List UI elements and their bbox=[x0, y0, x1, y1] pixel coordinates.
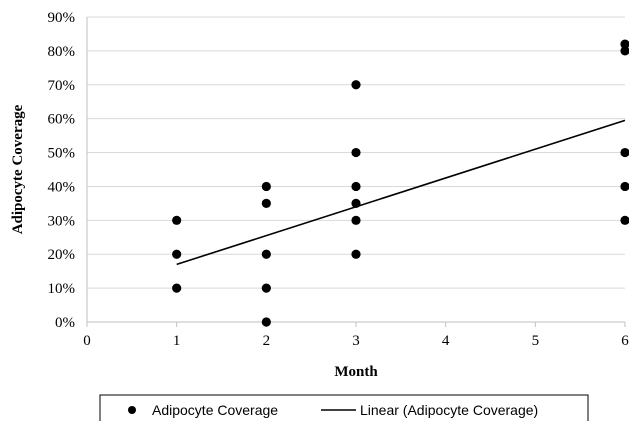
x-tick-label: 2 bbox=[263, 333, 271, 349]
data-point bbox=[172, 249, 182, 259]
y-tick-label: 30% bbox=[48, 213, 76, 229]
y-tick-label: 60% bbox=[48, 112, 76, 128]
data-point bbox=[351, 198, 361, 208]
y-tick-label: 20% bbox=[48, 247, 76, 263]
y-tick-labels: 0% 10% 20% 30% 40% 50% 60% 70% 80% 90% bbox=[48, 10, 76, 331]
x-axis-title: Month bbox=[334, 364, 378, 380]
data-point bbox=[261, 283, 271, 293]
data-point bbox=[620, 181, 629, 192]
data-point bbox=[261, 249, 271, 259]
data-point bbox=[172, 283, 182, 293]
data-point bbox=[351, 249, 361, 259]
trendline-segment bbox=[176, 119, 626, 266]
data-point bbox=[261, 198, 271, 208]
x-tick-label: 5 bbox=[532, 333, 540, 349]
y-tick-label: 10% bbox=[48, 281, 76, 297]
data-point bbox=[261, 317, 271, 327]
y-tick-label: 40% bbox=[48, 179, 76, 195]
x-tick-label: 6 bbox=[621, 333, 629, 349]
y-tick-label: 0% bbox=[55, 315, 75, 331]
axes bbox=[86, 17, 626, 327]
legend-label-points: Adipocyte Coverage bbox=[152, 402, 278, 418]
x-tick-labels: 0 1 2 3 4 5 6 bbox=[83, 333, 629, 349]
x-tick-label: 3 bbox=[352, 333, 360, 349]
data-point bbox=[620, 46, 629, 56]
legend: Adipocyte Coverage Linear (Adipocyte Cov… bbox=[99, 394, 589, 421]
x-tick-label: 0 bbox=[83, 333, 91, 349]
data-point bbox=[620, 39, 629, 49]
legend-box bbox=[99, 394, 589, 421]
legend-label-trendline: Linear (Adipocyte Coverage) bbox=[360, 402, 538, 418]
legend-marker-points bbox=[128, 406, 136, 414]
y-tick-label: 50% bbox=[48, 146, 76, 162]
data-point bbox=[620, 147, 629, 158]
data-point bbox=[620, 215, 629, 225]
y-axis-title: Adipocyte Coverage bbox=[10, 104, 26, 234]
data-point bbox=[351, 147, 361, 158]
x-tick-label: 4 bbox=[442, 333, 450, 349]
data-point bbox=[351, 215, 361, 225]
data-point bbox=[261, 181, 271, 192]
y-tick-label: 90% bbox=[48, 10, 76, 26]
data-point bbox=[351, 80, 361, 90]
data-points bbox=[172, 39, 629, 327]
x-tick-label: 1 bbox=[173, 333, 181, 349]
trendline bbox=[176, 119, 626, 266]
data-point bbox=[351, 181, 361, 192]
data-point bbox=[172, 215, 182, 225]
y-tick-label: 80% bbox=[48, 44, 76, 60]
y-tick-label: 70% bbox=[48, 78, 76, 94]
